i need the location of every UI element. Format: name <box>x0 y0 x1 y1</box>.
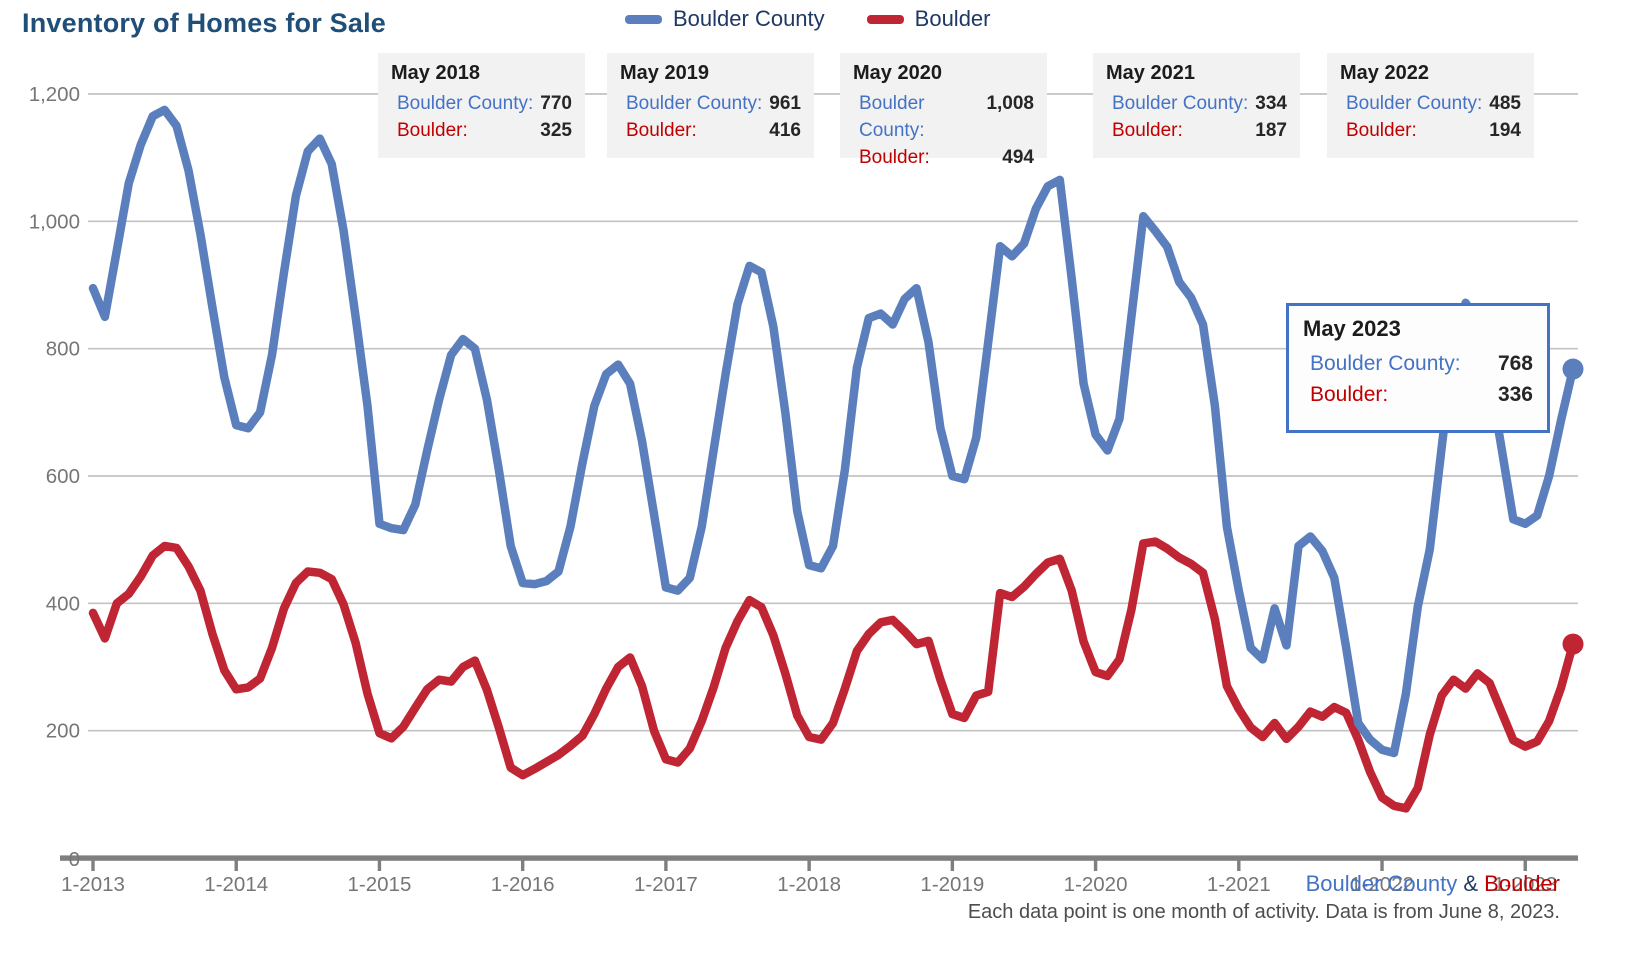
callout-title: May 2018 <box>391 62 480 84</box>
legend-item-boulder: Boulder <box>866 6 991 32</box>
city-label: Boulder: <box>397 120 468 141</box>
county-value: 1,008 <box>986 93 1034 114</box>
x-tick-label: 1-2023 <box>1493 873 1557 896</box>
boulder-county-line <box>88 105 1578 758</box>
county-label: Boulder County: <box>1310 352 1461 375</box>
city-value: 494 <box>1002 147 1034 168</box>
callout-city-row: Boulder: 194 <box>1340 117 1521 144</box>
legend-label: Boulder County <box>673 6 825 31</box>
callout-county-row: Boulder County: 961 <box>620 90 801 117</box>
callout-city-row: Boulder: 416 <box>620 117 801 144</box>
x-tick-label: 1-2014 <box>204 873 268 896</box>
city-value: 194 <box>1489 120 1521 141</box>
city-value: 325 <box>540 120 572 141</box>
city-label: Boulder: <box>859 147 930 168</box>
city-value: 416 <box>769 120 801 141</box>
callout-may-2022: May 2022 Boulder County: 485 Boulder: 19… <box>1327 53 1534 158</box>
y-tick-label: 800 <box>46 338 80 361</box>
x-axis-tick <box>1093 858 1098 871</box>
boulder-line <box>88 537 1578 813</box>
x-axis-tick <box>520 858 525 871</box>
tooltip-county-row: Boulder County: 768 <box>1303 348 1533 379</box>
legend-item-boulder-county: Boulder County <box>625 6 825 32</box>
callout-may-2019: May 2019 Boulder County: 961 Boulder: 41… <box>607 53 814 158</box>
callout-county-row: Boulder County: 334 <box>1106 90 1287 117</box>
tooltip-city-row: Boulder: 336 <box>1303 379 1533 410</box>
callout-city-row: Boulder: 187 <box>1106 117 1287 144</box>
city-label: Boulder: <box>626 120 697 141</box>
x-axis-tick <box>1380 858 1384 871</box>
county-value: 485 <box>1489 93 1521 114</box>
x-axis-tick <box>664 858 668 871</box>
x-axis-tick <box>1237 858 1241 871</box>
callout-city-row: Boulder: 494 <box>853 144 1034 171</box>
x-tick-label: 1-2015 <box>348 873 412 896</box>
footnote-ampersand: & <box>1457 871 1485 896</box>
callout-may-2020: May 2020 Boulder County: 1,008 Boulder: … <box>840 53 1047 168</box>
county-label: Boulder County: <box>626 93 763 114</box>
county-label: Boulder County: <box>859 93 925 141</box>
x-tick-label: 1-2013 <box>61 873 125 896</box>
y-tick-label: 600 <box>46 465 80 488</box>
boulder-end-dot <box>1562 633 1584 655</box>
x-tick-label: 1-2017 <box>634 873 698 896</box>
footnote-county: Boulder County <box>1305 871 1458 896</box>
callout-county-row: Boulder County: 770 <box>391 90 572 117</box>
callout-county-row: Boulder County: 1,008 <box>853 90 1034 144</box>
footnote-city: Boulder <box>1484 871 1560 896</box>
callout-may-2021: May 2021 Boulder County: 334 Boulder: 18… <box>1093 53 1300 158</box>
x-tick-label: 1-2019 <box>920 873 984 896</box>
callout-city-row: Boulder: 325 <box>391 117 572 144</box>
boulder-county-swatch-icon <box>625 14 662 24</box>
y-tick-label: 1,200 <box>29 83 80 106</box>
x-tick-label: 1-2020 <box>1064 873 1128 896</box>
footnote-caption: Each data point is one month of activity… <box>967 901 1560 923</box>
city-value: 187 <box>1255 120 1287 141</box>
boulder-swatch-icon <box>866 14 904 24</box>
page-title: Inventory of Homes for Sale <box>22 8 386 38</box>
county-value: 961 <box>769 93 801 114</box>
callout-title: May 2021 <box>1106 62 1195 84</box>
legend-label: Boulder <box>914 6 991 31</box>
county-label: Boulder County: <box>1112 93 1249 114</box>
x-axis-tick <box>1523 858 1527 871</box>
county-value: 770 <box>540 93 572 114</box>
county-value: 768 <box>1497 352 1533 375</box>
x-tick-label: 1-2022 <box>1350 873 1414 896</box>
callout-county-row: Boulder County: 485 <box>1340 90 1521 117</box>
county-label: Boulder County: <box>397 93 534 114</box>
y-tick-label: 0 <box>69 848 80 871</box>
city-label: Boulder: <box>1112 120 1183 141</box>
x-tick-label: 1-2016 <box>491 873 555 896</box>
x-axis-tick <box>807 858 811 871</box>
x-axis-tick <box>234 858 238 871</box>
y-tick-label: 200 <box>46 720 80 743</box>
x-axis-tick <box>377 858 382 871</box>
x-axis-line <box>60 855 1578 861</box>
county-value: 334 <box>1255 93 1287 114</box>
y-tick-label: 1,000 <box>29 210 80 233</box>
city-label: Boulder: <box>1310 383 1389 406</box>
x-axis-tick <box>91 858 95 871</box>
x-tick-label: 1-2021 <box>1207 873 1271 896</box>
tooltip-title: May 2023 <box>1303 316 1401 341</box>
x-tick-label: 1-2018 <box>777 873 841 896</box>
chart-legend: Boulder County Boulder <box>625 6 991 32</box>
callout-title: May 2019 <box>620 62 709 84</box>
tooltip-may-2023: May 2023 Boulder County: 768 Boulder: 33… <box>1286 303 1550 433</box>
callout-title: May 2020 <box>853 62 942 84</box>
boulder-county-end-dot <box>1562 358 1584 380</box>
y-tick-label: 400 <box>46 592 80 615</box>
city-value: 336 <box>1497 383 1533 406</box>
city-label: Boulder: <box>1346 120 1417 141</box>
callout-may-2018: May 2018 Boulder County: 770 Boulder: 32… <box>378 53 585 158</box>
x-axis-tick <box>950 858 955 871</box>
footnote-series-names: Boulder County & Boulder <box>1306 871 1560 897</box>
county-label: Boulder County: <box>1346 93 1483 114</box>
callout-title: May 2022 <box>1340 62 1429 84</box>
